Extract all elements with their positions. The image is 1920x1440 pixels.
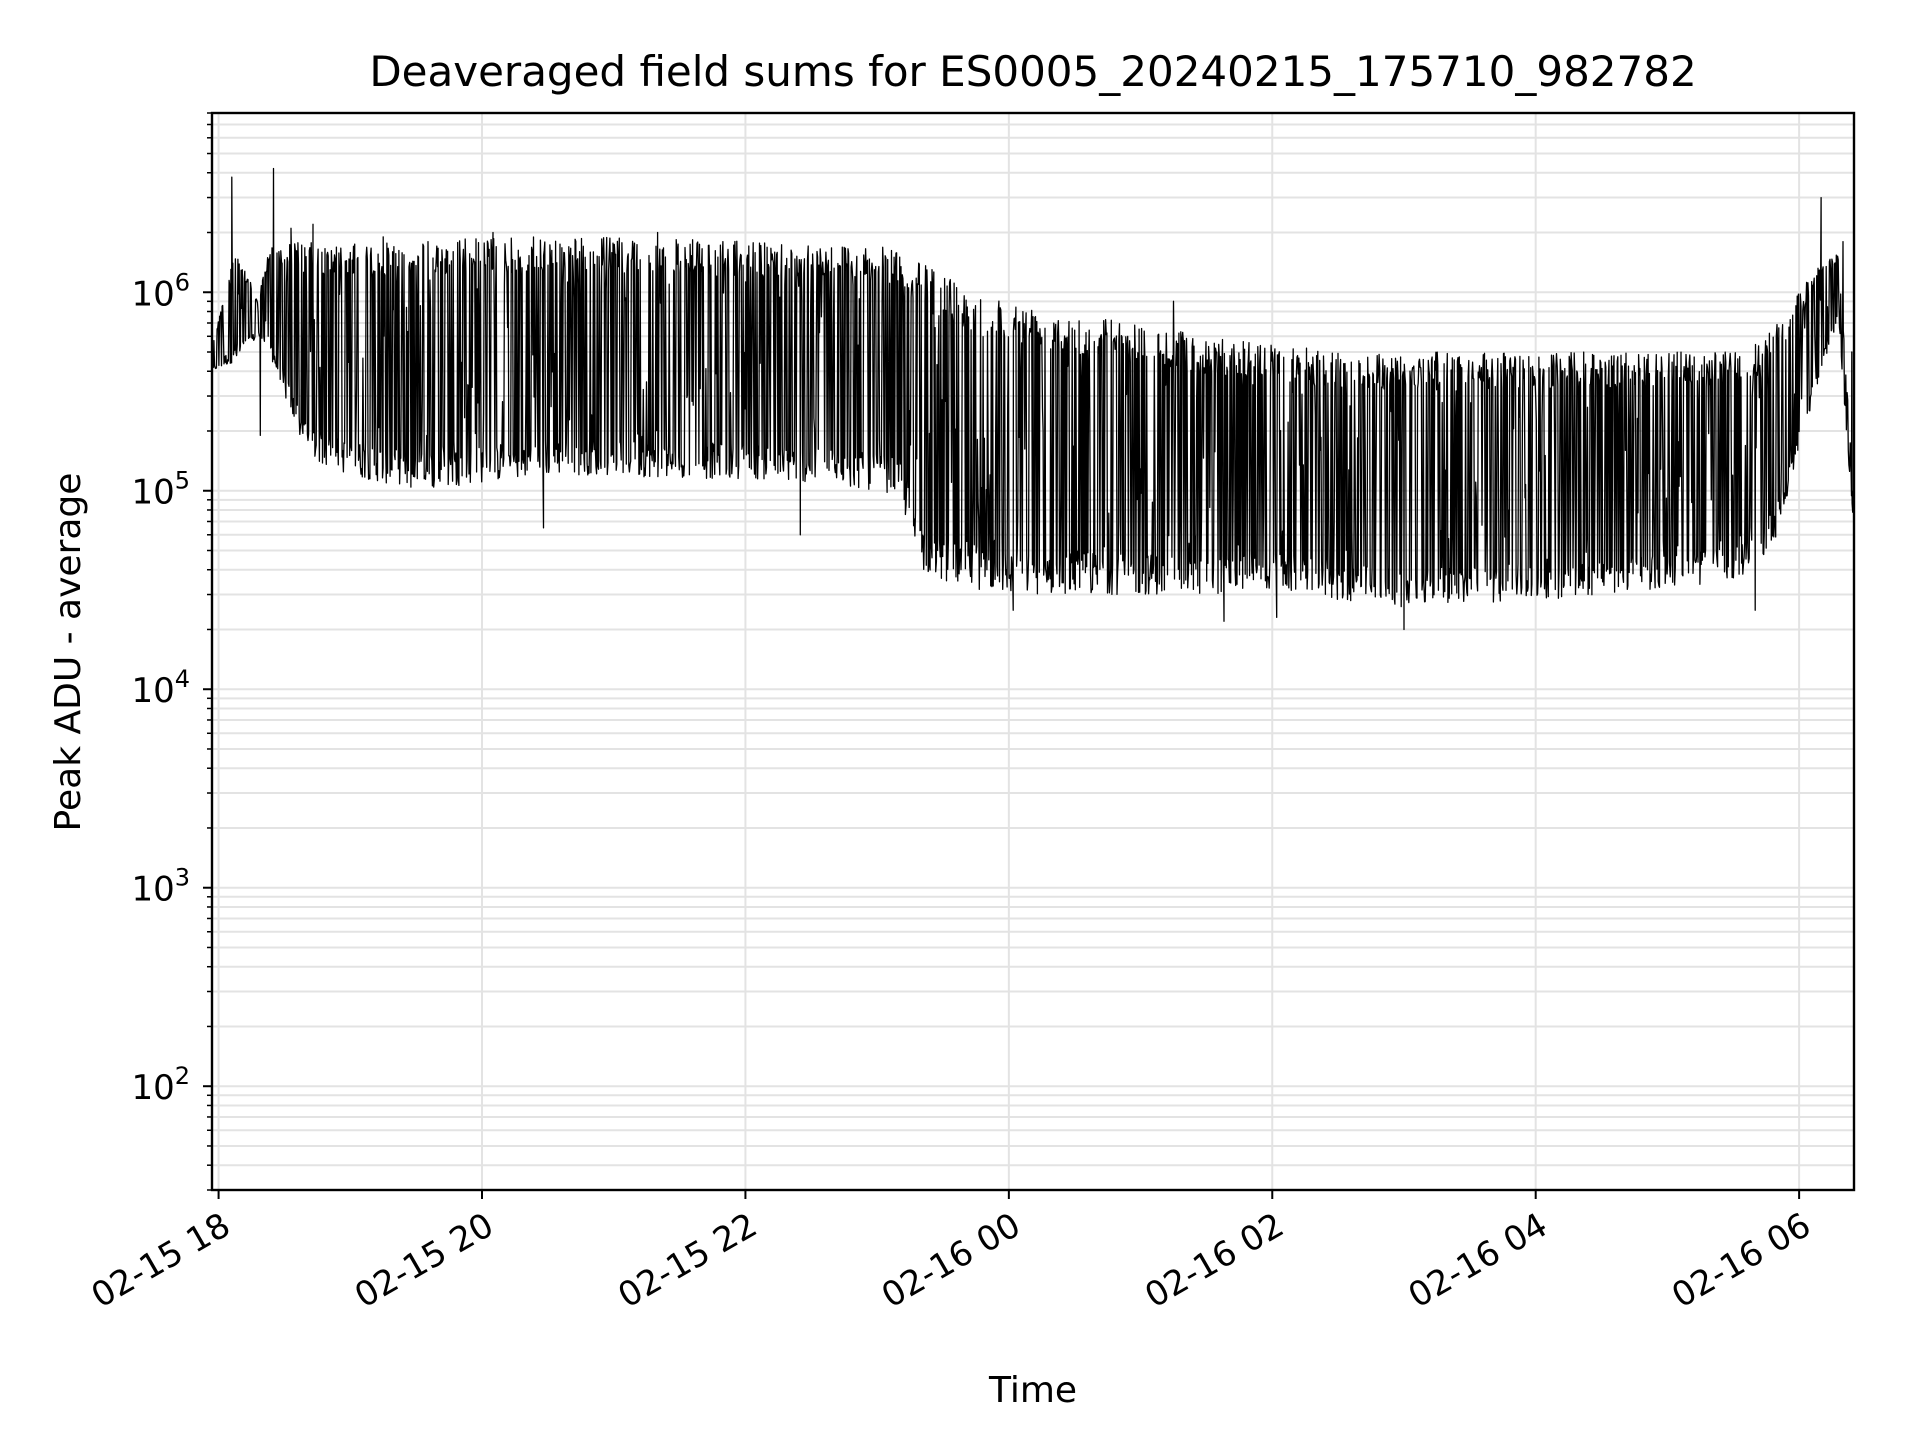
y-tick-label: 106 bbox=[131, 268, 190, 314]
grid bbox=[212, 112, 1854, 1191]
y-axis-label: Peak ADU - average bbox=[48, 473, 89, 832]
y-tick-label: 102 bbox=[131, 1062, 190, 1108]
y-tick-label: 105 bbox=[131, 467, 190, 513]
y-axis: 102 103 104 105 106 bbox=[131, 112, 212, 1191]
y-tick-label: 104 bbox=[131, 665, 190, 711]
series-line bbox=[211, 167, 1855, 1186]
series-path bbox=[211, 167, 1855, 1186]
plot-frame bbox=[210, 111, 1856, 1192]
chart-title: Deaveraged field sums for ES0005_2024021… bbox=[369, 47, 1696, 96]
x-axis-label: Time bbox=[988, 1370, 1077, 1411]
y-tick-label: 103 bbox=[131, 864, 190, 910]
